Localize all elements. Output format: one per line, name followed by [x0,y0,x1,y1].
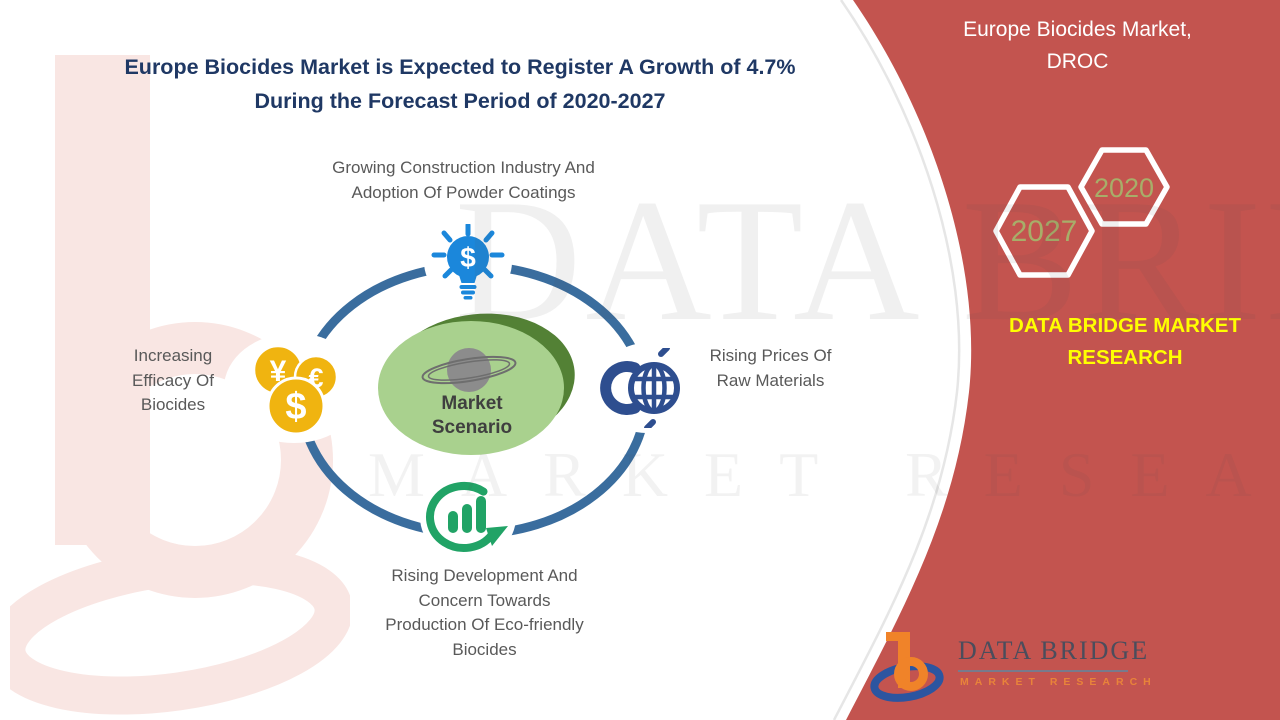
market-scenario-line-1: Market [441,393,503,414]
driver-bottom-line-2: Concern Towards [418,590,551,610]
driver-left-line-3: Biocides [140,395,206,415]
year-2020-label: 2020 [1094,173,1154,203]
page-title-line-2: During the Forecast Period of 2020-2027 [254,89,666,114]
page-title: Europe Biocides Market is Expected to Re… [88,50,832,119]
panel-brand-line-1: DATA BRIDGE MARKET [1009,314,1241,337]
driver-bottom-line-3: Production Of Eco-friendly [385,615,584,635]
hexagon-2027 [993,184,1095,278]
driver-bottom-line-4: Biocides [452,639,517,659]
logo-name: DATA BRIDGE [958,636,1150,665]
year-2027-label: 2027 [1011,215,1078,248]
driver-left-line-1: Increasing [133,346,213,365]
yen-symbol: ¥ [270,355,287,388]
panel-heading-line-1: Europe Biocides Market, [963,18,1192,41]
bulb-dollar-symbol: $ [460,242,476,273]
market-scenario-hub [378,313,575,455]
pink-logo-watermark [10,55,350,715]
saturn-planet-icon [421,348,517,392]
data-bridge-logo: DATA BRIDGE MARKET RESEARCH [870,628,1160,708]
currency-coins-icon: ¥ € $ [252,344,339,436]
data-bridge-logo-mark-icon [870,632,944,702]
red-panel-shape [846,0,1280,720]
panel-edge-shadow-curve [832,0,961,720]
forecast-year-hexagons: 2027 2020 [993,147,1170,278]
driver-label-bottom: Rising Development And Concern Towards P… [352,564,617,663]
driver-top-line-1: Growing Construction Industry And [332,158,595,177]
hexagon-2020 [1078,147,1170,227]
driver-left-line-2: Efficacy Of [132,370,214,390]
driver-label-top: Growing Construction Industry And Adopti… [296,156,631,205]
driver-label-left: Increasing Efficacy Of Biocides [98,344,248,418]
driver-right-line-2: Raw Materials [716,370,825,390]
panel-brand-text: DATA BRIDGE MARKET RESEARCH [995,310,1255,374]
dollar-lightbulb-icon: $ [431,224,505,300]
driver-right-line-1: Rising Prices Of [709,346,832,365]
panel-heading: Europe Biocides Market, DROC [930,14,1225,77]
page-title-line-1: Europe Biocides Market is Expected to Re… [124,55,796,79]
driver-top-line-2: Adoption Of Powder Coatings [351,182,576,202]
growth-chart-refresh-icon [426,482,508,552]
logo-underline [958,670,1128,672]
dollar-symbol: $ [285,386,306,428]
driver-bottom-line-1: Rising Development And [391,566,578,585]
panel-brand-line-2: RESEARCH [1067,345,1183,369]
market-scenario-line-2: Scenario [431,416,513,438]
driver-label-right: Rising Prices Of Raw Materials [688,344,853,393]
logo-tagline: MARKET RESEARCH [960,676,1157,688]
panel-heading-line-2: DROC [1046,49,1109,73]
globe-phone-icon [600,348,680,428]
market-scenario-label: Market Scenario [398,392,546,440]
